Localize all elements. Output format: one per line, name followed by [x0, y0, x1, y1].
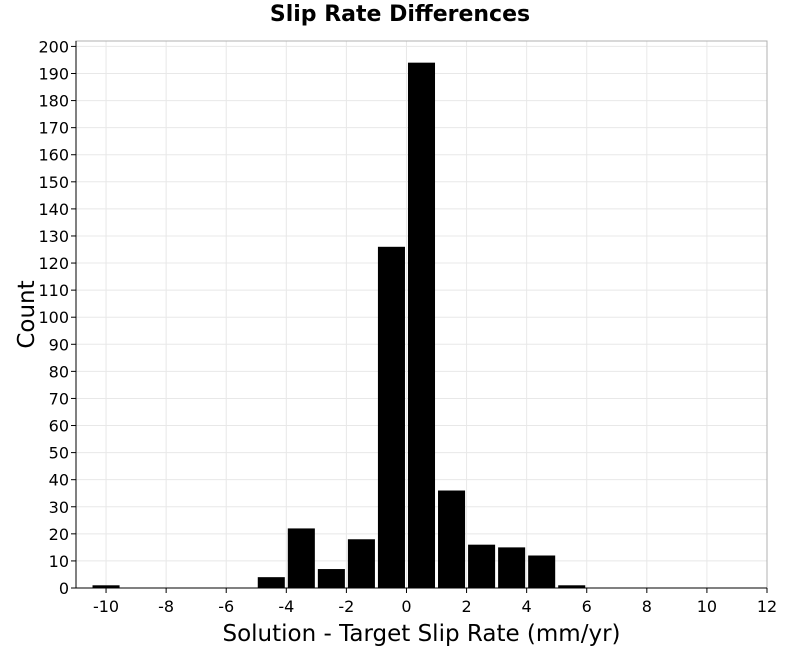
y-tick-label: 180	[38, 92, 69, 111]
histogram-bar	[377, 246, 405, 588]
histogram-bar	[407, 62, 436, 588]
x-tick-label: -2	[338, 597, 354, 616]
histogram-bar	[528, 555, 556, 588]
x-tick-label: 2	[461, 597, 471, 616]
histogram-bar	[558, 585, 586, 588]
y-tick-label: 60	[49, 417, 69, 436]
y-tick-label: 140	[38, 200, 69, 219]
y-tick-label: 150	[38, 173, 69, 192]
y-tick-label: 70	[49, 389, 69, 408]
histogram-bar	[438, 490, 466, 588]
x-tick-label: 0	[401, 597, 411, 616]
y-tick-label: 100	[38, 308, 69, 327]
x-tick-label: 4	[522, 597, 532, 616]
y-tick-label: 110	[38, 281, 69, 300]
y-tick-label: 20	[49, 525, 69, 544]
y-tick-label: 160	[38, 146, 69, 165]
y-tick-label: 170	[38, 119, 69, 138]
x-tick-label: -6	[218, 597, 234, 616]
y-tick-label: 130	[38, 227, 69, 246]
histogram-bar	[468, 544, 496, 588]
x-tick-label: 12	[757, 597, 777, 616]
histogram-bar	[287, 528, 315, 588]
y-tick-label: 30	[49, 498, 69, 517]
histogram-bar	[317, 569, 345, 588]
histogram-bar	[498, 547, 526, 588]
x-tick-label: 8	[642, 597, 652, 616]
y-tick-label: 90	[49, 335, 69, 354]
y-tick-label: 80	[49, 362, 69, 381]
x-axis-title: Solution - Target Slip Rate (mm/yr)	[223, 621, 621, 647]
bars	[92, 62, 586, 588]
y-tick-label: 10	[49, 552, 69, 571]
y-tick-label: 0	[59, 579, 69, 598]
x-tick-label: -4	[278, 597, 294, 616]
y-tick-label: 200	[38, 37, 69, 56]
x-tick-label: 6	[582, 597, 592, 616]
histogram-bar	[92, 585, 120, 588]
x-axis: -10 -8 -6 -4 -2 0 2 4 6 8 10 12	[76, 587, 777, 616]
y-axis-title: Count	[14, 280, 40, 348]
x-tick-label: 10	[697, 597, 717, 616]
y-tick-label: 190	[38, 64, 69, 83]
x-tick-label: -10	[93, 597, 119, 616]
y-axis: 0 10 20 30 40 50 60 70 80 90 100 110 120 130 140 150 160…	[38, 37, 77, 598]
histogram-bar	[257, 577, 285, 588]
chart-title: Slip Rate Differences	[269, 2, 531, 27]
y-tick-label: 40	[49, 471, 69, 490]
y-tick-label: 50	[49, 444, 69, 463]
x-tick-label: -8	[158, 597, 174, 616]
histogram-bar	[347, 539, 375, 588]
y-tick-label: 120	[38, 254, 69, 273]
